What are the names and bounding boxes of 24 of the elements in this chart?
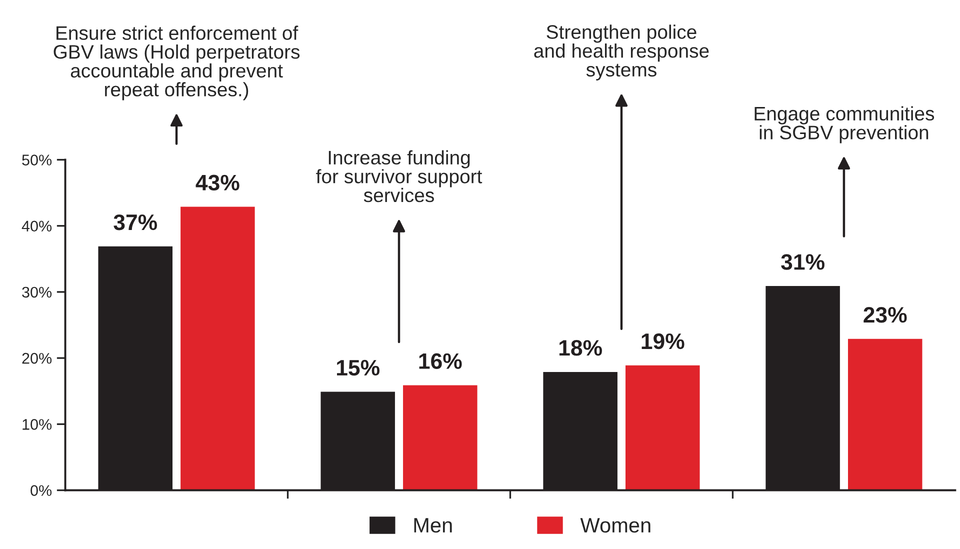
y-tick-label: 0%	[30, 485, 52, 496]
y-tick-label: 30%	[22, 286, 52, 298]
x-tick-label: Engage communities in SGBV prevention	[754, 106, 934, 144]
data-label: 23%	[864, 306, 907, 323]
data-label: 15%	[337, 360, 380, 376]
data-label: 37%	[114, 214, 158, 230]
y-tick-label: 10%	[22, 419, 52, 430]
y-tick-label: 50%	[22, 154, 52, 166]
x-tick-label: Strengthen police and health response systems	[534, 24, 709, 80]
data-label: 19%	[642, 333, 684, 350]
data-label: 18%	[559, 340, 602, 356]
bar	[179, 205, 256, 490]
x-tick-label: Increase funding for survivor support services	[316, 150, 482, 202]
x-tick-label: Ensure strict enforcement of GBV laws (Hold perpetrators accountable and prevent repeat offenses.)	[54, 26, 300, 100]
y-tick-label: 40%	[22, 220, 52, 232]
data-label: 43%	[196, 174, 240, 191]
legend-label: Women	[580, 518, 650, 533]
data-label: 31%	[781, 254, 824, 270]
legend-label: Men	[414, 518, 452, 533]
bar	[624, 364, 702, 490]
bar	[846, 338, 924, 490]
bar	[402, 384, 479, 490]
y-tick-label: 20%	[22, 352, 52, 364]
data-label: 16%	[419, 353, 462, 369]
